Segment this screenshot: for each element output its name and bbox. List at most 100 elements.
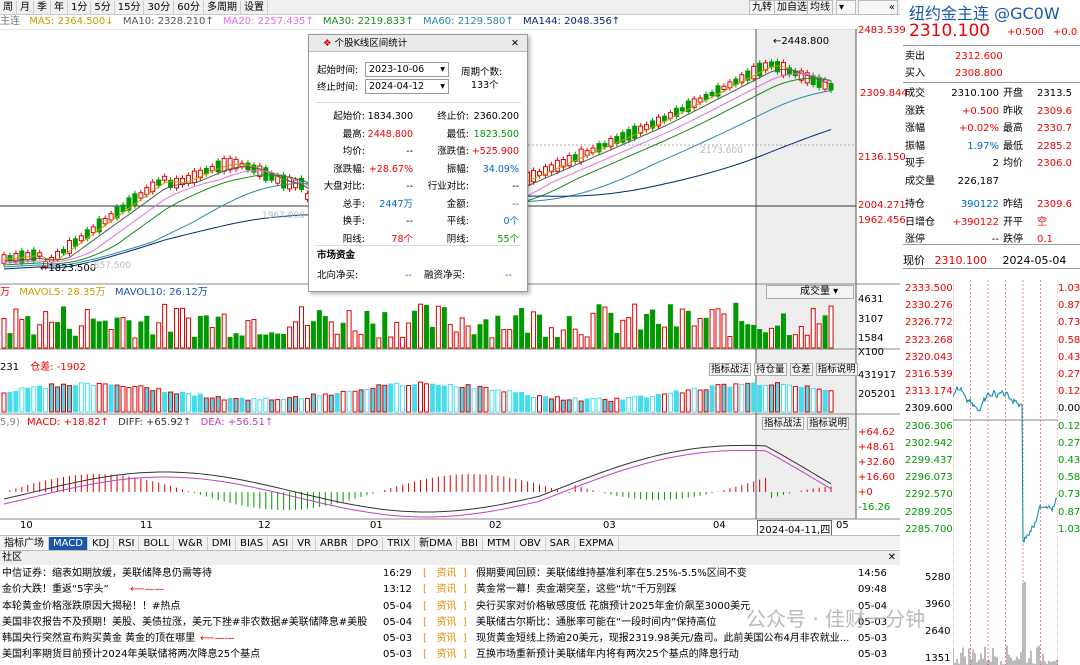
- news-right-title[interactable]: 假期要闻回顾：美联储维持基准利率在5.25%-5.5%区间不变: [476, 568, 747, 579]
- indicator-tab-0[interactable]: 指标广场: [0, 537, 49, 550]
- indicator-tab-4[interactable]: BOLL: [139, 537, 175, 550]
- oi-bar: [418, 381, 423, 413]
- macd-panel-header: 5,9) MACD: +18.82↑ DIFF: +65.92↑ DEA: +5…: [0, 417, 274, 428]
- volume-bar: [13, 308, 19, 349]
- indicator-tab-7[interactable]: BIAS: [236, 537, 269, 550]
- indicator-help-button[interactable]: 指标说明: [815, 363, 858, 376]
- expand-icon[interactable]: «: [858, 0, 898, 15]
- indicator-tab-14[interactable]: BBI: [457, 537, 483, 550]
- macd-method-button[interactable]: 指标战法: [762, 417, 805, 430]
- candle: [108, 213, 114, 221]
- instrument-name: 纽约金主连 @GC0W: [909, 4, 1060, 23]
- indicator-method-button[interactable]: 指标战法: [709, 363, 752, 376]
- news-left-title[interactable]: 韩国央行突然宣布购买黄金 黄金的顶在哪里: [2, 633, 196, 645]
- news-row[interactable]: 金价大跌！重返“5字头” ⟵—— 13:12 [ 资讯 ] 黄金常一幕！卖金潮突至，这些…: [0, 582, 900, 598]
- news-right-title[interactable]: 黄金常一幕！卖金潮突至，这些“坑”千万别踩: [476, 584, 677, 596]
- news-right-title[interactable]: 互换市场重新预计美联储年内将有两次25个基点的降息行动: [476, 649, 739, 661]
- ma-toggle-button[interactable]: 均线: [807, 0, 833, 15]
- period-9[interactable]: 多周期: [204, 1, 241, 15]
- period-10[interactable]: 设置: [241, 1, 268, 15]
- candle: [709, 91, 715, 97]
- period-7[interactable]: 30分: [144, 1, 175, 15]
- news-left-title[interactable]: 金价大跌！重返“5字头”: [2, 584, 109, 596]
- intraday-price-label: 2289.205: [905, 506, 953, 518]
- indicator-tab-10[interactable]: ARBR: [316, 537, 353, 550]
- north-value: --: [405, 270, 412, 281]
- volume-bar: [465, 325, 471, 349]
- oi-bar: [84, 382, 90, 413]
- candle: [281, 174, 287, 189]
- close-icon[interactable]: ✕: [511, 38, 519, 49]
- indicator-tab-12[interactable]: TRIX: [383, 537, 416, 550]
- indicator-tab-15[interactable]: MTM: [483, 537, 516, 550]
- oi-bar: [304, 398, 310, 413]
- stat-label: 阴线:: [446, 233, 469, 245]
- indicator-tab-18[interactable]: EXPMA: [575, 537, 619, 550]
- period-2[interactable]: 季: [34, 1, 51, 15]
- start-date-select[interactable]: 2023-10-06 ▾: [365, 62, 449, 77]
- indicator-tab-1[interactable]: MACD: [49, 537, 88, 550]
- indicator-tab-3[interactable]: RSI: [114, 537, 140, 550]
- news-right-title[interactable]: 美联储古尔斯比：通胀率可能在“一段时间内”保持高位: [476, 616, 717, 628]
- news-right-title[interactable]: 央行买家对价格敏感度低 花旗预计2025年金价飙至3000美元: [476, 600, 751, 612]
- oi-button[interactable]: 持仓量: [754, 363, 787, 376]
- macd-help-button[interactable]: 指标说明: [807, 417, 850, 430]
- news-row[interactable]: 中信证券：缩表如期放缓，美联储降息仍需等待 16:29 [ 资讯 ] 假期要闻回顾：美…: [0, 566, 900, 582]
- news-row[interactable]: 美国利率期货目前预计2024年美联储将两次降息25个基点 05-03 [ 资讯 ] 互…: [0, 647, 900, 663]
- end-date-select[interactable]: 2024-04-12 ▾: [365, 79, 449, 94]
- oi-bar: [394, 382, 400, 413]
- news-left-title[interactable]: 中信证券：缩表如期放缓，美联储降息仍需等待: [2, 568, 212, 579]
- news-row[interactable]: 韩国央行突然宣布购买黄金 黄金的顶在哪里 ⟵—— 05-03 [ 资讯 ] 现货黄金短线…: [0, 631, 900, 647]
- period-6[interactable]: 15分: [115, 1, 145, 15]
- stat-value: 2448.800: [367, 128, 413, 140]
- oi-bar: [620, 399, 626, 413]
- news-left-title[interactable]: 本轮黄金价格涨跌原因大揭秘！！#热点: [2, 600, 181, 612]
- oi-diff-button[interactable]: 仓差: [789, 363, 813, 376]
- news-left-title[interactable]: 美国非农报告不及预期！美股、美债拉涨，美元下挫#非农数据#美联储降息#美股: [2, 616, 368, 628]
- indicator-tab-2[interactable]: KDJ: [88, 537, 115, 550]
- period-8[interactable]: 60分: [174, 1, 204, 15]
- intraday-chart[interactable]: [953, 280, 1058, 665]
- indicator-tab-8[interactable]: ASI: [268, 537, 294, 550]
- volume-bar: [721, 313, 727, 349]
- stat-value: --: [406, 181, 413, 192]
- news-row[interactable]: 美国非农报告不及预期！美股、美债拉涨，美元下挫#非农数据#美联储降息#美股 05-…: [0, 615, 900, 631]
- oi-bar: [7, 392, 13, 413]
- indicator-tab-16[interactable]: OBV: [515, 537, 546, 550]
- candle: [96, 218, 102, 233]
- candle: [596, 143, 602, 153]
- period-0[interactable]: 周: [0, 1, 17, 15]
- oi-bar: [102, 383, 108, 413]
- news-left-title[interactable]: 美国利率期货目前预计2024年美联储将两次降息25个基点: [2, 649, 261, 661]
- oi-bar: [174, 393, 180, 413]
- oi-bar: [275, 399, 281, 413]
- quote-panel: 纽约金主连 @GC0W 2310.100 +0.500 +0.0 卖出 2312.…: [903, 0, 1080, 665]
- period-1[interactable]: 月: [17, 1, 34, 15]
- indicator-tab-17[interactable]: SAR: [546, 537, 575, 550]
- news-right-title[interactable]: 现货黄金短线上扬逾20美元，现报2319.98美元/盎司。此前美国公布4月非农就…: [476, 633, 850, 645]
- news-left-date: 05-03: [383, 649, 413, 661]
- chevron-down-icon[interactable]: ▾: [836, 0, 856, 15]
- period-3[interactable]: 年: [51, 1, 68, 15]
- indicator-tab-13[interactable]: 新DMA: [415, 537, 458, 550]
- indicator-tab-9[interactable]: VR: [293, 537, 317, 550]
- indicator-tab-11[interactable]: DPO: [353, 537, 384, 550]
- intraday-price-label: 2316.539: [905, 369, 953, 380]
- period-5[interactable]: 5分: [91, 1, 115, 15]
- period-4[interactable]: 1分: [68, 1, 92, 15]
- oi-bar: [96, 382, 102, 413]
- news-row[interactable]: 本轮黄金价格涨跌原因大揭秘！！#热点 05-04 [ 资讯 ] 央行买家对价格敏感度低…: [0, 599, 900, 615]
- intraday-pct-label: 0.12%: [1058, 420, 1080, 432]
- candle: [120, 204, 126, 213]
- oi-bar: [90, 384, 96, 413]
- indicator-select[interactable]: 成交量 ▾: [766, 285, 854, 299]
- indicator-tab-6[interactable]: DMI: [208, 537, 237, 550]
- indicator-tab-5[interactable]: W&R: [174, 537, 208, 550]
- jiuzhuan-button[interactable]: 九转: [749, 0, 775, 15]
- volume-bar: [429, 326, 435, 349]
- volume-bar: [132, 337, 138, 349]
- oi-bar: [215, 396, 221, 413]
- oi-bar: [55, 386, 61, 413]
- oi-bar: [25, 387, 31, 413]
- add-watchlist-button[interactable]: 加自选: [774, 0, 810, 15]
